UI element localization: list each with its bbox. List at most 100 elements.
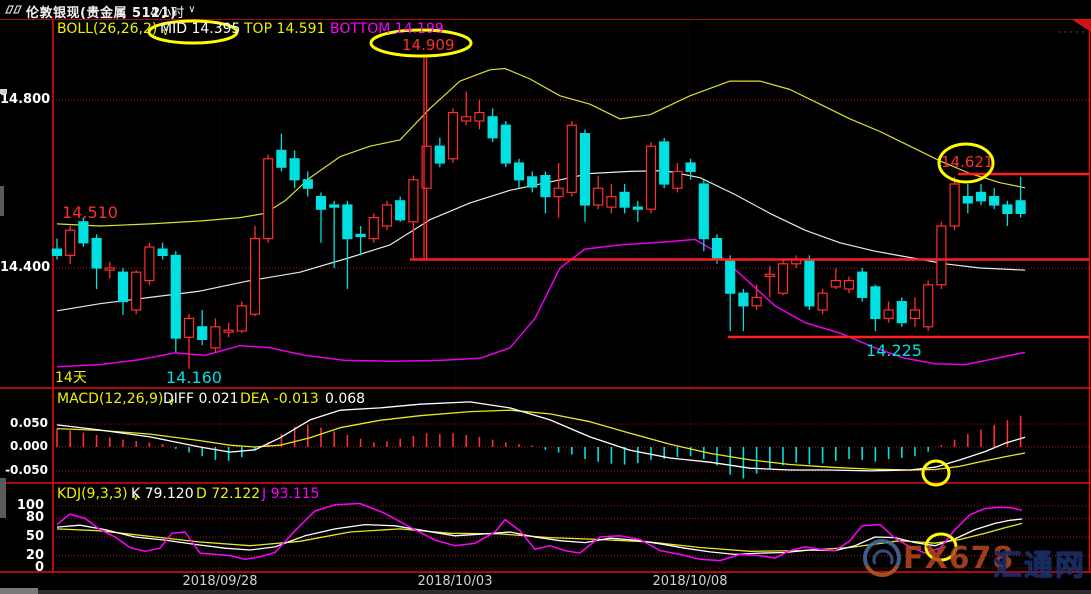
- candle-body: [843, 280, 855, 290]
- candle-body: [183, 317, 195, 338]
- candle-body: [408, 179, 419, 223]
- candle-body: [395, 200, 406, 221]
- timeframe-selector[interactable]: 4小时 ∨: [150, 2, 196, 21]
- boll-bottom-value: BOTTOM 14.199: [330, 21, 444, 37]
- taskbar-strip: [0, 590, 1091, 594]
- overflow-dots-icon[interactable]: ·····: [1058, 28, 1088, 38]
- chevron-down-icon: ∨: [188, 4, 196, 15]
- kdj-k-value: K 79.120: [131, 486, 194, 502]
- candle-body: [447, 111, 459, 160]
- candle-body: [78, 221, 89, 244]
- macd-settings[interactable]: MACD(12,26,9) ∨: [57, 391, 176, 408]
- candle-body: [65, 229, 76, 256]
- candle-body: [896, 301, 907, 324]
- candle-body: [421, 145, 432, 189]
- candle-body: [553, 187, 564, 198]
- candle-body: [830, 280, 841, 288]
- left-high-label: 14.510: [62, 203, 118, 222]
- candle-body: [645, 145, 657, 210]
- candle-body: [117, 271, 129, 303]
- candle-body: [566, 124, 577, 193]
- screen-artifact: [0, 478, 6, 518]
- candle-body: [355, 233, 366, 238]
- price-axis-label: 14.400: [0, 260, 51, 275]
- candle-body: [342, 204, 353, 240]
- kdj-axis-label: 50: [25, 529, 44, 544]
- kdj-j-value: J 93.115: [262, 486, 320, 502]
- candle-body: [487, 116, 498, 139]
- candle-body: [500, 124, 511, 164]
- chevron-down-icon: ∨: [167, 397, 176, 408]
- candle-body: [857, 271, 868, 299]
- boll-settings[interactable]: BOLL(26,26,2) ∨: [57, 21, 170, 38]
- chevron-down-icon: ∨: [161, 27, 170, 38]
- candle-body: [289, 158, 300, 181]
- candle-body: [711, 238, 723, 261]
- kdj-layer: [56, 502, 1023, 562]
- candle-body: [619, 191, 630, 208]
- kdj-axis-label: 0: [34, 560, 44, 575]
- candle-body: [197, 326, 208, 340]
- chevron-down-icon: ∨: [132, 492, 140, 503]
- watermark-site: 汇通网: [993, 548, 1087, 582]
- highlight-ellipse: [921, 459, 951, 487]
- timeframe-label: 4小时: [150, 6, 185, 21]
- candle-body: [91, 238, 102, 269]
- candle-body: [157, 248, 168, 257]
- support-label: 14.225: [866, 341, 922, 360]
- candle-body: [236, 305, 247, 332]
- panel-borders: [0, 18, 1091, 573]
- price-axis-label: 14.800: [0, 92, 51, 107]
- candle-body: [131, 271, 142, 311]
- swing-low-label: 14.160: [166, 368, 222, 387]
- candle-body: [632, 206, 643, 210]
- watermark-brand: FX678: [903, 541, 1015, 576]
- candle-body: [579, 133, 591, 206]
- candle-body: [210, 326, 221, 349]
- candle-body: [725, 259, 736, 294]
- highlight-ellipse: [924, 532, 958, 562]
- kdj-axis-label: 80: [25, 510, 44, 525]
- resistance-label: 14.621: [941, 153, 994, 171]
- candle-body: [434, 145, 445, 164]
- candle-body: [606, 196, 617, 208]
- candle-body: [1015, 200, 1026, 215]
- taskbar-strip: [0, 588, 38, 594]
- macd-layer: [56, 401, 1026, 479]
- candle-body: [883, 309, 894, 319]
- candle-body: [975, 191, 987, 202]
- candle-body: [223, 329, 234, 333]
- candle-body: [329, 204, 340, 208]
- candle-body: [540, 175, 551, 198]
- candle-body: [777, 263, 789, 294]
- candle-body: [870, 286, 881, 319]
- candle-body: [144, 246, 155, 282]
- boll-label: BOLL(26,26,2): [57, 21, 158, 37]
- title-bar: 伦敦银现(贵金属 5121) 4小时 ∨: [0, 0, 1091, 21]
- candle-body: [672, 170, 683, 189]
- boll-mid-value: MID 14.395: [160, 21, 241, 37]
- kdj-settings[interactable]: KDJ(9,3,3) ∨: [57, 486, 140, 503]
- candle-body: [685, 162, 696, 172]
- candle-body: [989, 196, 1000, 206]
- candle-body: [249, 238, 261, 315]
- candle-body: [909, 309, 921, 319]
- candle-body: [461, 116, 472, 122]
- candle-body: [698, 183, 709, 240]
- candle-body: [315, 196, 327, 210]
- candle-body: [1002, 204, 1013, 214]
- candle-body: [764, 273, 775, 277]
- candle-body: [817, 292, 828, 311]
- grid-layer: [53, 20, 1089, 572]
- candle-body: [923, 284, 934, 328]
- candle-body: [659, 141, 670, 185]
- candle-body: [751, 296, 762, 307]
- annotation-ellipses: [147, 19, 995, 562]
- candle-body: [593, 187, 604, 206]
- macd-axis-label: 0.050: [10, 416, 48, 430]
- fx678-logo-icon: [863, 539, 901, 577]
- page-title: 伦敦银现(贵金属 5121): [26, 6, 177, 21]
- date-tick: 2018/09/28: [182, 574, 258, 589]
- ma-period-label: 14天: [55, 370, 87, 386]
